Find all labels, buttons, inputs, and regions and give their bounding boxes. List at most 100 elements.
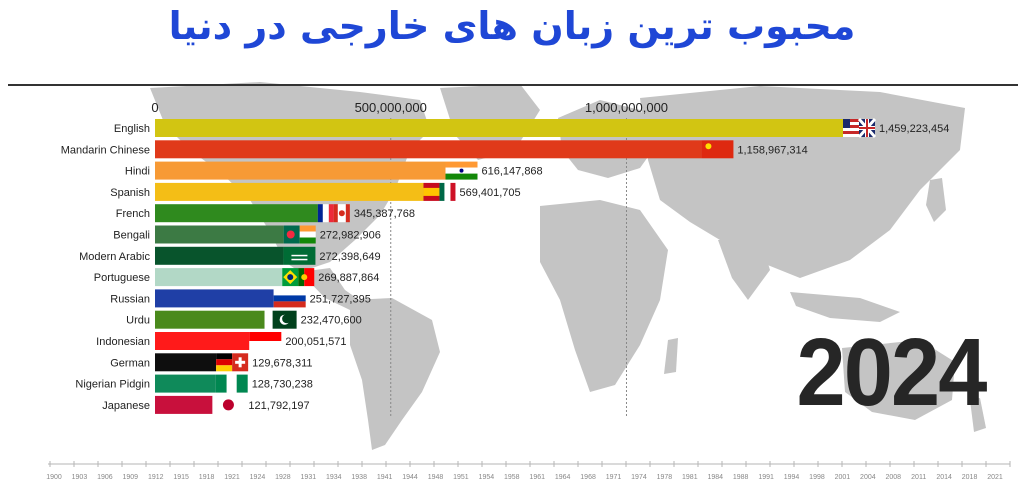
timeline-year-label: 1988 bbox=[733, 474, 749, 481]
timeline-year-label: 1900 bbox=[46, 474, 62, 481]
timeline-year-label: 1906 bbox=[97, 474, 113, 481]
se-asia-islands-shape bbox=[790, 292, 900, 322]
timeline-year-label: 2004 bbox=[860, 474, 876, 481]
bar bbox=[155, 310, 265, 329]
spain-mexico-flag-icon bbox=[423, 182, 456, 201]
timeline-year-label: 1984 bbox=[707, 474, 723, 481]
x-tick-label: 1,000,000,000 bbox=[585, 100, 668, 115]
category-label: Spanish bbox=[110, 187, 150, 199]
australia-shape bbox=[842, 340, 955, 420]
category-label: Russian bbox=[110, 293, 150, 305]
value-label: 251,727,395 bbox=[310, 293, 371, 305]
x-tick-label: 0 bbox=[151, 100, 158, 115]
brazil-portugal-flag-icon bbox=[282, 268, 315, 287]
timeline-year-label: 1961 bbox=[529, 474, 545, 481]
timeline-year-label: 1968 bbox=[580, 474, 596, 481]
indonesia-flag-icon bbox=[249, 332, 282, 350]
value-label: 569,401,705 bbox=[459, 187, 520, 199]
timeline-year-label: 1954 bbox=[479, 474, 495, 481]
timeline-year-label: 1909 bbox=[123, 474, 139, 481]
category-label: French bbox=[116, 208, 150, 220]
timeline-year-label: 1951 bbox=[453, 474, 469, 481]
bar bbox=[155, 353, 217, 372]
timeline-year-label: 2021 bbox=[987, 474, 1003, 481]
category-label: Bengali bbox=[113, 230, 150, 242]
category-label: Hindi bbox=[125, 166, 150, 178]
timeline-year-label: 1944 bbox=[402, 474, 418, 481]
germany-switzerland-flag-icon bbox=[216, 353, 249, 372]
value-label: 616,147,868 bbox=[482, 166, 543, 178]
timeline-year-label: 1928 bbox=[275, 474, 291, 481]
value-label: 345,387,768 bbox=[354, 208, 415, 220]
central-america-shape bbox=[300, 268, 362, 310]
pakistan-flag-icon bbox=[264, 310, 297, 329]
bar bbox=[155, 204, 318, 223]
japan-flag-icon bbox=[212, 395, 245, 414]
timeline-year-label: 1991 bbox=[758, 474, 774, 481]
new-zealand-shape bbox=[970, 398, 986, 432]
bar bbox=[155, 289, 274, 308]
bar bbox=[155, 332, 250, 350]
bar bbox=[155, 395, 213, 414]
timeline-year-label: 1948 bbox=[428, 474, 444, 481]
timeline-year-label: 1924 bbox=[250, 474, 266, 481]
timeline-year-label: 1938 bbox=[351, 474, 367, 481]
us-uk-flag-icon bbox=[843, 118, 877, 138]
value-label: 269,887,864 bbox=[318, 272, 379, 284]
russia-flag-icon bbox=[273, 289, 306, 308]
value-label: 272,398,649 bbox=[319, 251, 380, 263]
timeline-year-label: 1974 bbox=[631, 474, 647, 481]
timeline-year-label: 1964 bbox=[555, 474, 571, 481]
timeline-year-label: 1918 bbox=[199, 474, 215, 481]
category-label: Portuguese bbox=[94, 272, 150, 284]
japan-shape bbox=[926, 178, 946, 222]
timeline-year-label: 1994 bbox=[784, 474, 800, 481]
france-canada-flag-icon bbox=[317, 204, 350, 223]
saudi-arabia-flag-icon bbox=[283, 246, 316, 265]
category-label: English bbox=[114, 123, 150, 135]
value-label: 200,051,571 bbox=[285, 336, 346, 348]
value-label: 272,982,906 bbox=[320, 230, 381, 242]
year-label: 2024 bbox=[796, 319, 988, 426]
value-label: 232,470,600 bbox=[301, 315, 362, 327]
category-label: Urdu bbox=[126, 315, 150, 327]
bar bbox=[155, 268, 283, 287]
timeline-year-label: 1903 bbox=[72, 474, 88, 481]
timeline-year-label: 2001 bbox=[835, 474, 851, 481]
category-label: Indonesian bbox=[96, 336, 150, 348]
timeline-year-label: 1921 bbox=[224, 474, 240, 481]
timeline-year-label: 1958 bbox=[504, 474, 520, 481]
bangladesh-india-flag-icon bbox=[283, 225, 316, 244]
india-shape bbox=[718, 238, 770, 300]
timeline-year-label: 1912 bbox=[148, 474, 164, 481]
india-flag-icon bbox=[445, 161, 478, 180]
title-divider bbox=[8, 84, 1018, 86]
value-label: 1,158,967,314 bbox=[737, 144, 807, 156]
timeline-year-label: 1934 bbox=[326, 474, 342, 481]
x-tick-label: 500,000,000 bbox=[355, 100, 427, 115]
value-label: 1,459,223,454 bbox=[879, 123, 949, 135]
timeline-year-label: 1915 bbox=[173, 474, 189, 481]
value-label: 129,678,311 bbox=[252, 357, 312, 369]
page-title: محبوب ترین زبان های خارجی در دنیا bbox=[168, 4, 856, 48]
timeline-year-label: 2018 bbox=[962, 474, 978, 481]
timeline-year-label: 1998 bbox=[809, 474, 825, 481]
timeline-year-label: 2011 bbox=[911, 474, 926, 481]
timeline-year-label: 2008 bbox=[885, 474, 901, 481]
bar bbox=[155, 119, 843, 137]
category-label: Nigerian Pidgin bbox=[75, 379, 150, 391]
timeline-year-label: 1981 bbox=[682, 474, 698, 481]
bar bbox=[155, 246, 284, 265]
china-flag-icon bbox=[701, 140, 734, 159]
category-label: Modern Arabic bbox=[79, 251, 150, 263]
timeline-year-label: 1971 bbox=[606, 474, 622, 481]
value-label: 121,792,197 bbox=[248, 400, 309, 412]
timeline-year-label: 1978 bbox=[657, 474, 673, 481]
bar bbox=[155, 161, 446, 180]
category-label: Mandarin Chinese bbox=[61, 144, 150, 156]
bar bbox=[155, 374, 216, 393]
nigeria-flag-icon bbox=[215, 374, 248, 393]
timeline-axis: 1900 1903 1906 1909 1912 1915 1918 1921 1924 1928… bbox=[46, 461, 1011, 481]
south-america-shape bbox=[350, 298, 440, 450]
